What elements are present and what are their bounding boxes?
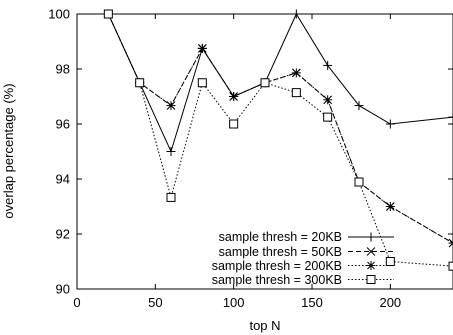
legend-samples [348,232,394,284]
data-point [291,88,301,98]
data-point [229,92,239,101]
legend-marker [366,247,376,256]
data-point [323,112,333,122]
series-1 [103,9,453,156]
legend-label-200kb: sample thresh = 200KB [212,259,342,273]
data-point [197,78,207,88]
series-4 [103,9,453,271]
data-point [135,78,145,88]
data-point [354,101,364,111]
data-point [448,261,453,271]
y-axis-label: overlap percentage (%) [1,83,16,218]
x-tick-label: 200 [379,295,401,310]
data-point [197,43,207,53]
data-point [291,68,301,78]
x-tick-label: 150 [301,295,323,310]
legend-label-20kb: sample thresh = 20KB [219,230,342,244]
data-point [323,95,333,105]
data-point [448,238,453,248]
y-tick-label: 90 [56,282,70,297]
legend-label-300kb: sample thresh = 300KB [212,273,342,287]
legend-marker [366,261,376,270]
data-point [291,9,301,19]
y-tick-label: 98 [56,62,70,77]
series-2 [103,9,453,248]
legend-label-50kb: sample thresh = 50KB [219,245,342,259]
series-layer [103,9,453,271]
legend: sample thresh = 20KB sample thresh = 50K… [212,230,394,287]
data-point [166,147,176,156]
y-tick-label: 92 [56,227,70,242]
y-tick-label: 96 [56,117,70,132]
data-point [448,112,453,122]
legend-marker [366,232,376,242]
data-point [323,60,333,70]
data-point [385,257,395,266]
data-point [229,119,239,129]
y-tick-label: 100 [48,7,70,22]
data-point [260,78,270,88]
x-axis-label: top N [249,318,280,333]
data-point [166,192,176,202]
y-tick-label: 94 [56,172,70,187]
data-point [385,202,395,211]
series-3 [103,9,453,248]
series-line [107,12,453,153]
plot-frame [76,13,453,290]
x-tick-label: 0 [73,295,80,310]
data-point [354,177,364,187]
series-line [107,13,453,267]
x-tick-label: 50 [148,295,162,310]
legend-marker [366,275,376,284]
x-tick-label: 100 [223,295,245,310]
data-point [385,119,395,129]
data-point [103,9,113,19]
axis-ticks: 0 50 100 150 200 90 92 94 96 98 100 [48,7,453,310]
data-point [166,101,176,111]
